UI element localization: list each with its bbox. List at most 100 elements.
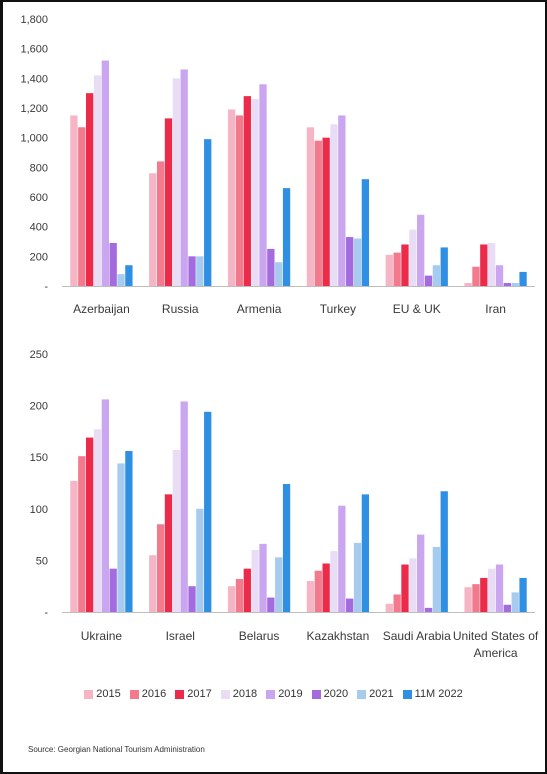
y-tick-label: 200 bbox=[30, 251, 48, 263]
y-tick-label: 200 bbox=[30, 401, 48, 413]
bar-2021 bbox=[511, 283, 519, 286]
category-label: Turkey bbox=[320, 302, 356, 316]
bar-2016 bbox=[156, 524, 165, 612]
category-label: Iran bbox=[485, 302, 506, 316]
bar-2019 bbox=[495, 564, 504, 612]
bar-11m-2022 bbox=[440, 491, 448, 612]
bar-2021 bbox=[117, 274, 125, 286]
legend-label: 2015 bbox=[96, 688, 121, 700]
bar-2017 bbox=[480, 244, 488, 286]
bar-2015 bbox=[149, 555, 157, 612]
bar-2015 bbox=[306, 127, 315, 286]
legend-swatch bbox=[357, 689, 367, 699]
bar-2016 bbox=[235, 578, 244, 612]
legend-label: 2019 bbox=[278, 688, 303, 700]
legend-item: 2019 bbox=[266, 688, 303, 700]
category-label: EU & UK bbox=[393, 302, 441, 316]
bar-2019 bbox=[180, 69, 188, 287]
bar-2015 bbox=[464, 283, 472, 286]
legend-item: 2021 bbox=[357, 688, 394, 700]
bar-2019 bbox=[259, 543, 267, 612]
bar-2018 bbox=[488, 242, 496, 286]
bar-2015 bbox=[227, 586, 236, 612]
bar-11m-2022 bbox=[282, 484, 291, 612]
bar-2021 bbox=[275, 557, 283, 612]
category-label: Saudi Arabia bbox=[383, 629, 451, 643]
bar-2015 bbox=[227, 109, 236, 286]
legend-item: 2017 bbox=[175, 688, 212, 700]
bar-2017 bbox=[322, 563, 330, 612]
bar-2017 bbox=[322, 137, 330, 286]
category-label: Azerbaijan bbox=[73, 302, 130, 316]
chart-top: - 200 400 600 800 1,000 1,200 1,400 1,600 1,800 Az… bbox=[20, 14, 535, 316]
bar-2017 bbox=[164, 118, 173, 286]
bar-2015 bbox=[70, 480, 78, 612]
bar-2018 bbox=[93, 429, 102, 612]
legend-item: 11M 2022 bbox=[402, 688, 463, 700]
bar-2018 bbox=[251, 550, 259, 612]
bar-11m-2022 bbox=[204, 139, 212, 286]
bar-2020 bbox=[267, 248, 275, 286]
y-tick-label: 600 bbox=[30, 192, 48, 204]
bar-2015 bbox=[70, 115, 78, 286]
bar-11m-2022 bbox=[361, 494, 370, 612]
legend-item: 2016 bbox=[129, 688, 166, 700]
bar-2017 bbox=[164, 494, 173, 612]
legend-label: 2021 bbox=[369, 688, 394, 700]
bar-2016 bbox=[314, 140, 322, 286]
bar-2021 bbox=[511, 592, 519, 612]
bar-2015 bbox=[149, 173, 157, 286]
bar-2020 bbox=[267, 597, 275, 612]
y-tick-label: 1,200 bbox=[20, 103, 48, 115]
legend-swatch bbox=[266, 689, 276, 699]
y-tick-label: 1,800 bbox=[20, 14, 48, 26]
bar-2017 bbox=[480, 577, 488, 612]
category-label: Israel bbox=[166, 629, 195, 643]
y-tick-label: 1,400 bbox=[20, 73, 48, 85]
y-tick-label: 400 bbox=[30, 222, 48, 234]
bar-2019 bbox=[101, 60, 109, 286]
legend-item: 2018 bbox=[220, 688, 258, 700]
bar-2021 bbox=[196, 256, 204, 286]
bar-2015 bbox=[306, 581, 315, 612]
bar-2020 bbox=[503, 604, 512, 612]
y-tick-label: 150 bbox=[30, 452, 48, 464]
bar-2019 bbox=[338, 115, 346, 286]
y-tick-label: - bbox=[44, 281, 48, 293]
bar-2020 bbox=[188, 256, 196, 286]
y-tick-label: 1,000 bbox=[20, 133, 48, 145]
bar-2018 bbox=[330, 124, 338, 286]
bar-2020 bbox=[188, 586, 196, 612]
bar-2015 bbox=[385, 254, 393, 286]
category-label: Kazakhstan bbox=[307, 629, 370, 643]
bar-2016 bbox=[78, 127, 86, 286]
bar-11m-2022 bbox=[125, 265, 133, 286]
legend-label: 2020 bbox=[323, 688, 349, 700]
legend-swatch bbox=[402, 689, 412, 699]
bar-2019 bbox=[101, 399, 109, 612]
bar-11m-2022 bbox=[361, 179, 370, 286]
bar-2019 bbox=[259, 84, 267, 287]
legend-label: 11M 2022 bbox=[414, 688, 463, 700]
legend-item: 2020 bbox=[311, 688, 349, 700]
legend-label: 2018 bbox=[232, 688, 258, 700]
bar-2016 bbox=[393, 594, 401, 612]
bar-2016 bbox=[472, 584, 480, 612]
bar-11m-2022 bbox=[282, 188, 291, 286]
bar-2017 bbox=[85, 93, 94, 286]
y-tick-label: 800 bbox=[30, 162, 48, 174]
bar-2018 bbox=[409, 229, 417, 286]
bar-2020 bbox=[346, 598, 354, 612]
bar-2016 bbox=[393, 252, 401, 287]
y-tick-label: 250 bbox=[30, 349, 48, 361]
bar-2019 bbox=[417, 214, 425, 286]
bar-2021 bbox=[196, 508, 204, 612]
legend-swatch bbox=[175, 689, 185, 699]
bar-2016 bbox=[472, 266, 480, 286]
bar-2017 bbox=[401, 244, 409, 286]
y-tick-label: 100 bbox=[30, 504, 48, 516]
bar-11m-2022 bbox=[204, 411, 212, 612]
bar-2019 bbox=[417, 534, 425, 612]
bar-2018 bbox=[172, 78, 180, 286]
